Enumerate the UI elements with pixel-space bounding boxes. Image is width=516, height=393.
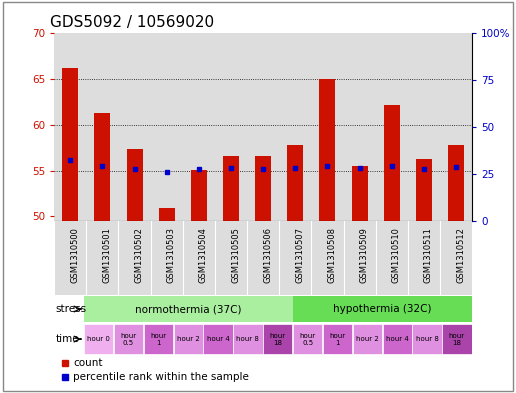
Text: GDS5092 / 10569020: GDS5092 / 10569020: [50, 15, 214, 30]
FancyBboxPatch shape: [233, 324, 263, 354]
Text: GSM1310501: GSM1310501: [102, 227, 111, 283]
Text: stress: stress: [56, 304, 87, 314]
Text: GSM1310504: GSM1310504: [199, 227, 208, 283]
FancyBboxPatch shape: [203, 324, 233, 354]
FancyBboxPatch shape: [412, 324, 442, 354]
FancyBboxPatch shape: [84, 324, 114, 354]
Text: GSM1310512: GSM1310512: [456, 227, 465, 283]
Text: hour 4: hour 4: [386, 336, 409, 342]
FancyBboxPatch shape: [114, 324, 143, 354]
Text: count: count: [73, 358, 103, 368]
FancyBboxPatch shape: [293, 324, 322, 354]
Text: hour 2: hour 2: [177, 336, 200, 342]
Bar: [126, 149, 142, 221]
Text: hour 0: hour 0: [87, 336, 110, 342]
FancyBboxPatch shape: [353, 324, 382, 354]
Text: GSM1310509: GSM1310509: [360, 227, 368, 283]
FancyBboxPatch shape: [263, 324, 293, 354]
Text: hour 8: hour 8: [236, 336, 260, 342]
Text: GSM1310505: GSM1310505: [231, 227, 240, 283]
Text: hour 2: hour 2: [356, 336, 379, 342]
Text: time: time: [56, 334, 79, 344]
Text: hour
0.5: hour 0.5: [300, 332, 316, 345]
FancyBboxPatch shape: [382, 324, 412, 354]
Bar: [448, 145, 464, 221]
Bar: [416, 159, 432, 221]
Text: GSM1310502: GSM1310502: [135, 227, 143, 283]
FancyBboxPatch shape: [144, 324, 173, 354]
Bar: [384, 105, 400, 221]
Bar: [191, 170, 207, 221]
Text: GSM1310510: GSM1310510: [392, 227, 401, 283]
Text: GSM1310508: GSM1310508: [328, 227, 336, 283]
Bar: [287, 145, 303, 221]
Bar: [223, 156, 239, 221]
Text: GSM1310511: GSM1310511: [424, 227, 433, 283]
FancyBboxPatch shape: [293, 296, 472, 321]
Text: GSM1310500: GSM1310500: [70, 227, 79, 283]
Text: hour
1: hour 1: [150, 332, 167, 345]
FancyBboxPatch shape: [323, 324, 352, 354]
Text: normothermia (37C): normothermia (37C): [135, 304, 242, 314]
FancyBboxPatch shape: [173, 324, 203, 354]
Bar: [319, 79, 335, 221]
Text: hour 4: hour 4: [207, 336, 230, 342]
Bar: [159, 208, 175, 221]
Text: hour
1: hour 1: [329, 332, 346, 345]
FancyBboxPatch shape: [84, 296, 293, 321]
Bar: [62, 68, 78, 221]
Text: hour
0.5: hour 0.5: [120, 332, 137, 345]
Text: hypothermia (32C): hypothermia (32C): [333, 304, 432, 314]
Text: hour 8: hour 8: [415, 336, 439, 342]
Text: GSM1310506: GSM1310506: [263, 227, 272, 283]
Text: GSM1310507: GSM1310507: [295, 227, 304, 283]
Text: hour
18: hour 18: [449, 332, 465, 345]
Bar: [255, 156, 271, 221]
Text: percentile rank within the sample: percentile rank within the sample: [73, 372, 249, 382]
Text: GSM1310503: GSM1310503: [167, 227, 176, 283]
Bar: [94, 113, 110, 221]
FancyBboxPatch shape: [442, 324, 472, 354]
Text: hour
18: hour 18: [270, 332, 286, 345]
Bar: [351, 166, 367, 221]
